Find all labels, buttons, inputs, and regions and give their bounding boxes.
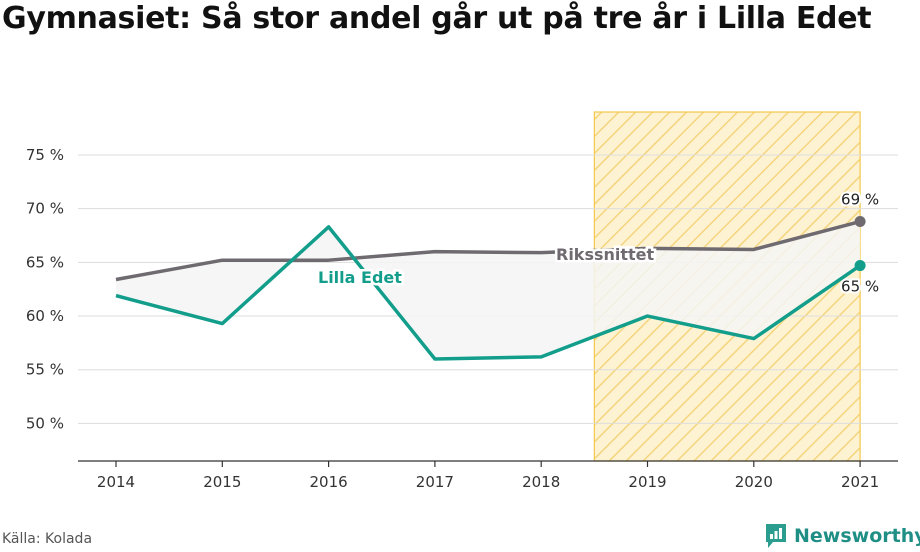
series-line-rikssnittet-end-point [854,216,866,228]
x-tick-label: 2015 [203,473,241,491]
y-tick-label: 60 % [26,307,64,325]
y-tick-label: 50 % [26,414,64,432]
series-gap-area [116,221,861,359]
end-label-lilla-edet: 65 % [841,278,879,296]
y-tick-label: 75 % [26,146,64,164]
series-line-lilla-edet [115,225,862,361]
series-line-lilla-edet-end-point [854,260,866,272]
brand-logo: Newsworthy [764,520,920,552]
source-note: Källa: Kolada [2,531,93,547]
x-tick-label: 2021 [841,473,879,491]
end-label-rikssnittet: 69 % [841,191,879,209]
x-tick-label: 2017 [416,473,454,491]
x-tick-label: 2019 [628,473,666,491]
y-tick-label: 70 % [26,200,64,218]
chart-title: Gymnasiet: Så stor andel går ut på tre å… [2,1,872,36]
x-tick-label: 2020 [735,473,773,491]
brand-name: Newsworthy [794,525,920,547]
x-tick-label: 2016 [310,473,348,491]
series-label-rikssnittet: Rikssnittet [556,245,655,264]
newsworthy-logo-icon [766,524,786,548]
x-tick-label: 2018 [522,473,560,491]
y-tick-label: 55 % [26,361,64,379]
series-label-lilla-edet: Lilla Edet [318,268,402,287]
y-tick-label: 65 % [26,253,64,271]
series-line-rikssnittet [115,219,861,282]
x-tick-label: 2014 [97,473,135,491]
